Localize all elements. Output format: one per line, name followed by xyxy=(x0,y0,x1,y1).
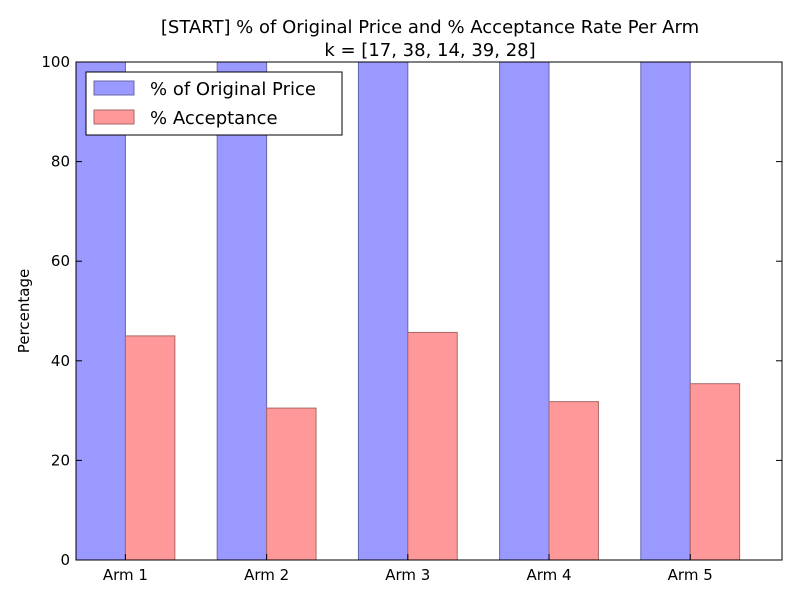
bar-price-2 xyxy=(216,61,268,561)
legend-swatch-price xyxy=(93,80,135,96)
bar-acceptance-5 xyxy=(689,383,741,561)
legend: % of Original Price % Acceptance xyxy=(85,71,343,136)
x-tick-label-5: Arm 5 xyxy=(668,566,713,584)
x-ticks: Arm 1 Arm 2 Arm 3 Arm 4 Arm 5 xyxy=(103,554,713,584)
y-ticks: 0 20 40 60 80 100 xyxy=(41,53,782,569)
legend-label-price: % of Original Price xyxy=(150,79,316,100)
bar-acceptance-1 xyxy=(124,335,176,561)
chart-title: [START] % of Original Price and % Accept… xyxy=(161,17,699,38)
bar-acceptance-3 xyxy=(407,331,458,561)
bars-group xyxy=(75,61,741,561)
y-tick-label-20: 20 xyxy=(51,451,70,469)
y-tick-label-80: 80 xyxy=(51,153,70,171)
plot-frame xyxy=(75,61,783,561)
bar-acceptance-2 xyxy=(266,407,317,561)
chart-subtitle: k = [17, 38, 14, 39, 28] xyxy=(324,40,535,61)
x-tick-label-4: Arm 4 xyxy=(526,566,571,584)
bar-price-1 xyxy=(75,61,126,561)
legend-swatch-acceptance xyxy=(93,109,135,125)
legend-label-acceptance: % Acceptance xyxy=(150,108,278,129)
x-tick-label-2: Arm 2 xyxy=(244,566,289,584)
y-tick-label-0: 0 xyxy=(60,551,70,569)
y-tick-label-100: 100 xyxy=(41,53,70,71)
bar-price-5 xyxy=(640,61,691,561)
bar-price-4 xyxy=(499,61,550,561)
x-tick-label-1: Arm 1 xyxy=(103,566,148,584)
y-tick-label-40: 40 xyxy=(51,352,70,370)
bar-acceptance-4 xyxy=(548,401,599,561)
y-axis-label: Percentage xyxy=(15,269,33,353)
y-tick-label-60: 60 xyxy=(51,252,70,270)
x-tick-label-3: Arm 3 xyxy=(385,566,430,584)
bar-price-3 xyxy=(357,61,409,561)
